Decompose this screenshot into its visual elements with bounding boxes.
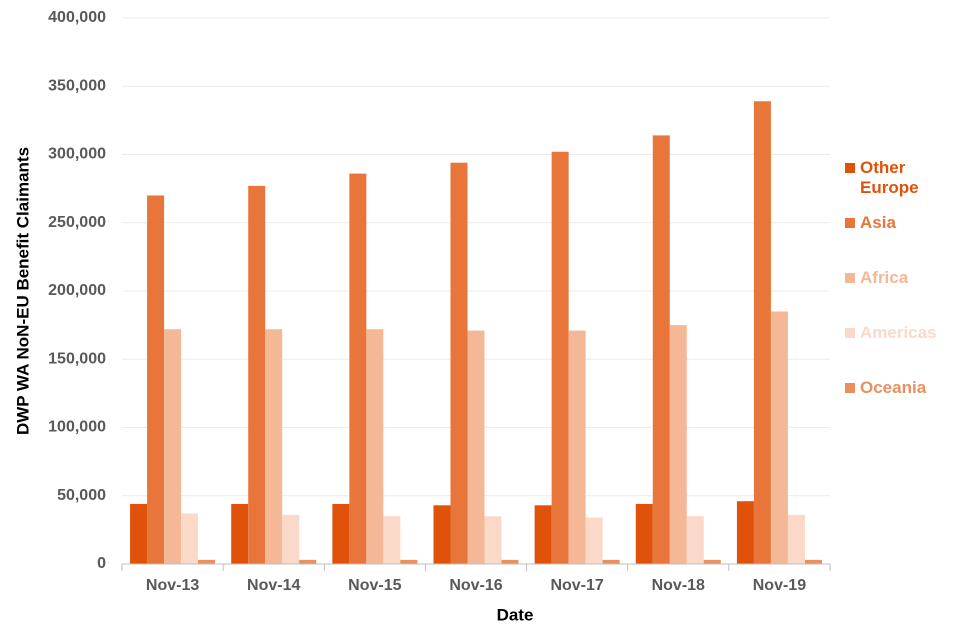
bar — [736, 501, 754, 564]
legend-item: Oceania — [845, 378, 955, 433]
y-axis-title: DWP WA NoN-EU Benefit Claimants — [13, 147, 32, 435]
bar — [147, 195, 165, 564]
x-tick-label: Nov-17 — [550, 577, 603, 594]
bar — [332, 503, 350, 564]
x-tick-label: Nov-16 — [449, 577, 502, 594]
x-tick-label: Nov-18 — [652, 577, 705, 594]
bar — [164, 329, 182, 564]
bar — [501, 559, 519, 564]
legend-swatch — [845, 218, 855, 228]
y-tick-label: 100,000 — [48, 419, 106, 436]
legend-label: Asia — [860, 213, 896, 232]
x-tick-label: Nov-19 — [753, 577, 806, 594]
legend-swatch — [845, 383, 855, 393]
bar — [652, 135, 670, 564]
bar — [534, 505, 552, 564]
legend-item: Other Europe — [845, 158, 955, 213]
legend-swatch — [845, 163, 855, 173]
y-tick-label: 300,000 — [48, 146, 106, 163]
bar — [366, 329, 384, 564]
bar — [686, 516, 704, 564]
legend-swatch — [845, 328, 855, 338]
bar — [181, 513, 199, 564]
bar — [753, 101, 771, 564]
x-tick-label: Nov-14 — [247, 577, 300, 594]
legend-label: Other Europe — [860, 158, 919, 197]
legend: Other Europe Asia Africa Americas Oceania — [845, 158, 955, 433]
legend-label: Africa — [860, 268, 909, 287]
x-tick-label: Nov-15 — [348, 577, 401, 594]
y-tick-label: 50,000 — [57, 487, 106, 504]
bar — [585, 517, 603, 564]
legend-item: Asia — [845, 213, 955, 268]
bar — [787, 514, 805, 564]
bar — [282, 514, 300, 564]
bar — [669, 325, 687, 564]
legend-item: Americas — [845, 323, 955, 378]
legend-item: Africa — [845, 268, 955, 323]
bar — [299, 559, 317, 564]
x-axis-title: Date — [497, 605, 534, 624]
legend-label: Oceania — [860, 378, 927, 397]
bar — [635, 503, 653, 564]
legend-swatch — [845, 273, 855, 283]
bar — [804, 559, 822, 564]
bar — [349, 173, 367, 565]
bar — [484, 516, 502, 564]
bar — [551, 151, 569, 564]
bar — [450, 162, 468, 564]
bar — [265, 329, 283, 564]
bar — [770, 311, 788, 564]
y-tick-label: 350,000 — [48, 77, 106, 94]
legend-label: Americas — [860, 323, 937, 342]
y-tick-label: 0 — [97, 555, 106, 572]
bar — [130, 503, 148, 564]
bar — [400, 559, 418, 564]
bar — [433, 505, 451, 564]
y-tick-label: 400,000 — [48, 9, 106, 26]
y-tick-label: 250,000 — [48, 214, 106, 231]
bar — [231, 503, 249, 564]
bar — [198, 559, 216, 564]
x-tick-label: Nov-13 — [146, 577, 199, 594]
bar — [703, 559, 721, 564]
bar — [383, 516, 401, 564]
y-tick-label: 150,000 — [48, 350, 106, 367]
y-tick-label: 200,000 — [48, 282, 106, 299]
bar — [568, 330, 586, 564]
bar — [602, 559, 620, 564]
bar — [467, 330, 485, 564]
bar — [248, 185, 266, 564]
